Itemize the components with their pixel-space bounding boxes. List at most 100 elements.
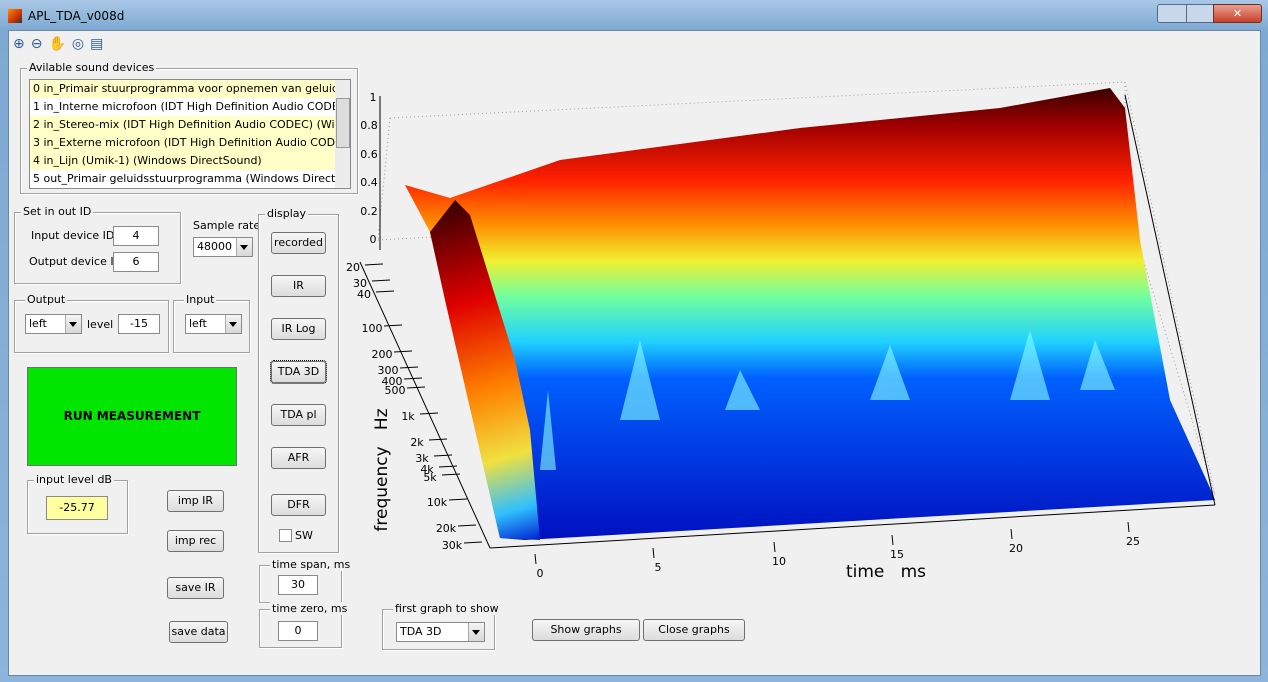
panel-label: Avilable sound devices	[27, 61, 157, 74]
time-span-panel: time span, ms 30	[259, 558, 353, 603]
time-tick	[1010, 528, 1013, 540]
frequency-tick-label: 300	[378, 364, 399, 377]
input-level-value: -25.77	[46, 496, 108, 520]
device-item[interactable]: 3 in_Externe microfoon (IDT High Definit…	[30, 134, 335, 152]
z-tick-label: 0.2	[360, 205, 378, 218]
level-field[interactable]: -15	[118, 314, 160, 334]
toolbar[interactable]: ⊕⊖✋◎▤	[13, 36, 110, 52]
time-tick	[652, 547, 655, 559]
y-axis-label: frequency Hz	[372, 408, 392, 531]
time-tick-label: 0	[537, 567, 544, 580]
display-button[interactable]: DFR	[271, 494, 326, 516]
window-title: APL_TDA_v008d	[28, 9, 125, 23]
surface-peaks	[540, 330, 1115, 470]
sw-checkbox[interactable]	[279, 529, 292, 542]
device-item[interactable]: 0 in_Primair stuurprogramma voor opnemen…	[30, 80, 335, 98]
frequency-tick	[463, 541, 483, 544]
frequency-tick-label: 4k	[420, 463, 434, 476]
panel-label: display	[265, 207, 309, 220]
frequency-tick	[438, 465, 458, 468]
scrollbar[interactable]	[334, 80, 350, 188]
panel-label: Set in out ID	[21, 205, 94, 218]
run-measurement-button[interactable]: RUN MEASUREMENT	[27, 367, 237, 466]
grid	[377, 81, 1216, 496]
time-tick-label: 25	[1126, 535, 1140, 548]
frequency-tick	[433, 454, 453, 457]
frequency-tick-label: 10k	[427, 496, 448, 509]
value: left	[189, 317, 207, 330]
output-panel: Output left level -15	[14, 293, 169, 353]
frequency-tick	[428, 438, 448, 441]
display-button[interactable]: IR	[271, 275, 326, 297]
time-tick	[534, 553, 537, 565]
input-channel-select[interactable]: left	[185, 314, 242, 334]
frequency-tick-label: 500	[385, 384, 406, 397]
panel-label: input level dB	[34, 473, 114, 486]
close-graphs-button[interactable]: Close graphs	[643, 619, 745, 641]
save-data-button[interactable]: save data	[169, 621, 228, 643]
device-item[interactable]: 1 in_Interne microfoon (IDT High Definit…	[30, 98, 335, 116]
device-item[interactable]: 4 in_Lijn (Umik-1) (Windows DirectSound)	[30, 152, 335, 170]
display-button[interactable]: AFR	[271, 447, 326, 469]
device-item[interactable]: 5 out_Primair geluidsstuurprogramma (Win…	[30, 170, 335, 188]
time-zero-field[interactable]: 0	[278, 621, 318, 641]
time-tick-label: 5	[655, 561, 662, 574]
frequency-tick-label: 20	[346, 261, 360, 274]
time-tick	[891, 534, 894, 546]
display-button[interactable]: recorded	[271, 232, 326, 254]
time-zero-panel: time zero, ms 0	[259, 602, 350, 648]
label: SW	[295, 529, 313, 542]
input-level-panel: input level dB -25.77	[27, 473, 128, 534]
label: Input device ID	[31, 229, 115, 242]
display-button[interactable]: TDA 3D	[270, 360, 327, 384]
show-graphs-button[interactable]: Show graphs	[532, 619, 640, 641]
time-tick-label: 10	[772, 555, 786, 568]
axes	[359, 94, 1216, 549]
frequency-tick-label: 30	[353, 277, 367, 290]
save-ir-button[interactable]: save IR	[167, 577, 224, 599]
io-id-panel: Set in out ID Input device ID 4 Output d…	[14, 205, 181, 284]
frequency-tick-label: 30k	[442, 539, 463, 552]
z-tick-label: 1	[370, 91, 377, 104]
z-tick-label: 0.8	[360, 119, 378, 132]
devices-panel: Avilable sound devices 0 in_Primair stuu…	[20, 61, 358, 194]
frequency-tick-label: 40	[357, 288, 371, 301]
frequency-tick	[441, 473, 461, 476]
device-list[interactable]: 0 in_Primair stuurprogramma voor opnemen…	[29, 79, 351, 189]
frequency-tick	[448, 498, 468, 501]
frequency-tick	[399, 366, 419, 369]
frequency-tick	[375, 290, 395, 293]
value: TDA 3D	[400, 625, 442, 638]
frequency-tick-label: 3k	[415, 452, 429, 465]
output-channel-select[interactable]: left	[25, 314, 82, 334]
frequency-tick	[364, 263, 384, 266]
app-icon	[8, 9, 22, 23]
panel-label: Input	[184, 293, 217, 306]
frequency-tick	[371, 279, 391, 282]
time-tick-label: 20	[1009, 542, 1023, 555]
value: 48000	[197, 240, 232, 253]
label: Sample rate	[193, 219, 261, 232]
frequency-tick	[403, 377, 423, 380]
frequency-tick-label: 1k	[401, 410, 415, 423]
imp-rec-button[interactable]: imp rec	[167, 530, 224, 552]
imp-ir-button[interactable]: imp IR	[167, 490, 224, 512]
display-button[interactable]: TDA pl	[271, 404, 326, 426]
value: left	[29, 317, 47, 330]
first-graph-select[interactable]: TDA 3D	[396, 622, 485, 642]
device-item[interactable]: 2 in_Stereo-mix (IDT High Definition Aud…	[30, 116, 335, 134]
frequency-tick	[419, 412, 439, 415]
time-span-field[interactable]: 30	[278, 575, 318, 595]
label: level	[87, 318, 114, 331]
display-button[interactable]: IR Log	[271, 318, 326, 340]
panel-label: time zero, ms	[270, 602, 350, 615]
z-tick-label: 0.6	[360, 148, 378, 161]
z-tick-label: 0.4	[360, 176, 378, 189]
output-id-field[interactable]: 6	[113, 252, 159, 272]
input-panel: Input left	[173, 293, 250, 353]
close-button[interactable]: ✕	[1213, 4, 1262, 23]
input-id-field[interactable]: 4	[113, 226, 159, 246]
sample-rate-select[interactable]: 48000	[193, 237, 253, 257]
